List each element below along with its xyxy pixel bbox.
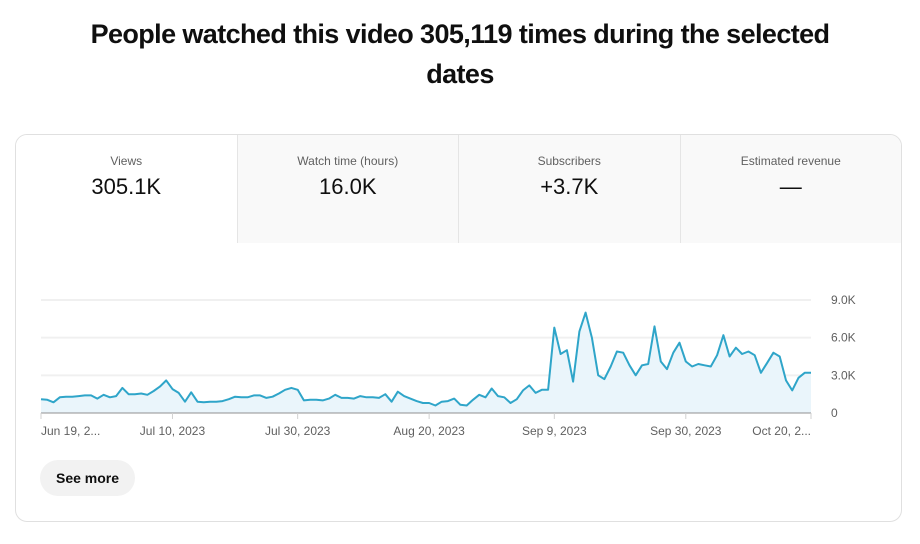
chart-x-ticks: Jun 19, 2... Jul 10, 2023 Jul 30, 2023 Aug … bbox=[40, 413, 812, 438]
svg-text:Sep 30, 2023: Sep 30, 2023 bbox=[650, 424, 722, 438]
tab-subscribers[interactable]: Subscribers +3.7K bbox=[458, 135, 680, 243]
headline-line-1: People watched this video 305,119 times … bbox=[90, 19, 830, 49]
tab-watch-time[interactable]: Watch time (hours) 16.0K bbox=[236, 135, 458, 243]
chart-line bbox=[40, 311, 811, 407]
tab-value: 305.1K bbox=[91, 174, 162, 199]
tab-label: Subscribers bbox=[537, 154, 601, 168]
metric-tabs: Views 305.1K Watch time (hours) 16.0K Su… bbox=[16, 135, 901, 243]
svg-text:Oct 20, 2...: Oct 20, 2... bbox=[752, 424, 811, 438]
svg-text:Jul 30, 2023: Jul 30, 2023 bbox=[265, 424, 331, 438]
see-more-button[interactable]: See more bbox=[40, 460, 136, 496]
tab-views[interactable]: Views 305.1K bbox=[16, 135, 237, 243]
tab-label: Watch time (hours) bbox=[297, 154, 399, 168]
chart-gridlines bbox=[41, 299, 811, 377]
tab-label: Estimated revenue bbox=[740, 154, 841, 168]
tab-label: Views bbox=[110, 154, 143, 168]
chart-area-fill bbox=[41, 312, 811, 413]
svg-text:0: 0 bbox=[831, 406, 838, 420]
page-headline: People watched this video 305,119 times … bbox=[0, 14, 920, 94]
tab-value: 16.0K bbox=[319, 174, 377, 199]
chart-y-ticks: 0 3.0K 6.0K 9.0K bbox=[831, 293, 856, 420]
svg-text:Sep 9, 2023: Sep 9, 2023 bbox=[522, 424, 587, 438]
tab-value: +3.7K bbox=[540, 174, 599, 199]
svg-text:9.0K: 9.0K bbox=[831, 293, 856, 307]
svg-text:Jul 10, 2023: Jul 10, 2023 bbox=[140, 424, 206, 438]
tab-value: — bbox=[779, 174, 802, 199]
svg-text:6.0K: 6.0K bbox=[831, 331, 856, 345]
analytics-card: Views 305.1K Watch time (hours) 16.0K Su… bbox=[15, 134, 902, 522]
svg-text:Jun 19, 2...: Jun 19, 2... bbox=[41, 424, 100, 438]
headline-line-2: dates bbox=[426, 59, 494, 89]
tab-estimated-revenue[interactable]: Estimated revenue — bbox=[679, 135, 901, 243]
views-line-chart[interactable]: Jun 19, 2... Jul 10, 2023 Jul 30, 2023 Aug … bbox=[16, 243, 901, 443]
svg-text:3.0K: 3.0K bbox=[831, 368, 856, 382]
svg-text:Aug 20, 2023: Aug 20, 2023 bbox=[393, 424, 465, 438]
